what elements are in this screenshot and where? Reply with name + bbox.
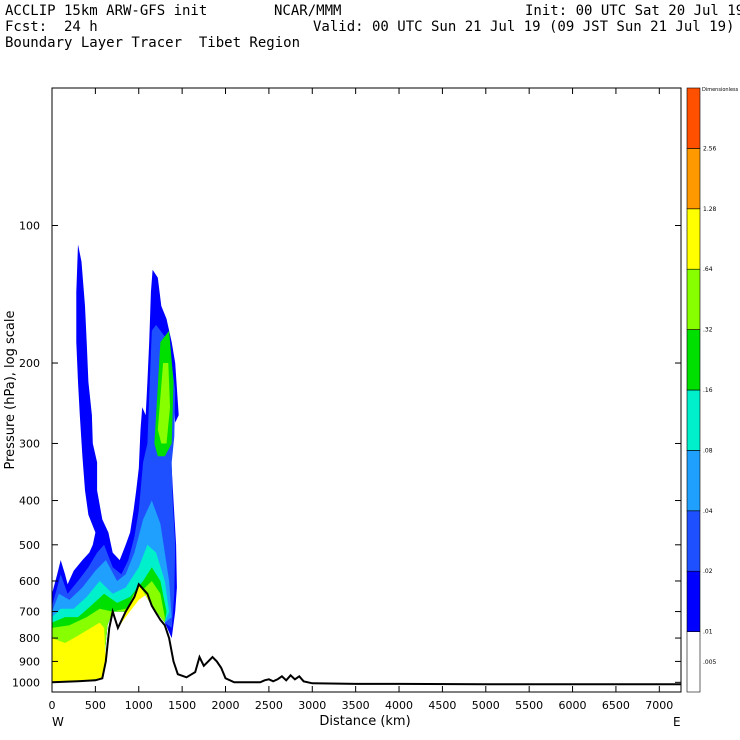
y-tick-label: 500	[19, 539, 40, 552]
x-tick-label: 5000	[472, 699, 500, 712]
y-tick-label: 1000	[12, 676, 40, 689]
colorbar-level-label: .64	[703, 266, 713, 273]
colorbar-swatch	[686, 450, 701, 512]
colorbar: .005 .01 .02 .04 .08 .16 .32 .64 1.28 2.56 Dimensi…	[686, 87, 739, 693]
x-tick-label: 4000	[385, 699, 413, 712]
colorbar-swatch	[686, 148, 701, 210]
colorbar-swatch	[686, 87, 701, 149]
colorbar-swatch	[686, 268, 701, 330]
y-tick-label: 100	[19, 220, 40, 233]
colorbar-swatch	[686, 329, 701, 391]
colorbar-level-label: .08	[703, 447, 713, 454]
x-tick-label: 2500	[255, 699, 283, 712]
y-axis: 100 200 300 400 500 600 700 800 900 1000	[12, 220, 681, 689]
x-tick-label: 1500	[168, 699, 196, 712]
header-model: ACCLIP 15km ARW-GFS init	[5, 3, 208, 19]
colorbar-level-label: .16	[703, 387, 713, 394]
y-tick-label: 800	[19, 632, 40, 645]
colorbar-level-label: .02	[703, 568, 713, 575]
header-org: NCAR/MMM	[274, 3, 342, 19]
colorbar-swatch	[686, 208, 701, 270]
x-tick-label: 7000	[645, 699, 673, 712]
colorbar-level-label: 2.56	[703, 145, 717, 152]
y-axis-label: Pressure (hPa), log scale	[3, 311, 18, 470]
x-tick-label: 3000	[298, 699, 326, 712]
y-tick-label: 900	[19, 655, 40, 668]
x-tick-label: 5500	[515, 699, 543, 712]
x-tick-label: 1000	[125, 699, 153, 712]
x-tick-label: 6500	[602, 699, 630, 712]
y-tick-label: 200	[19, 357, 40, 370]
x-tick-label: 3500	[342, 699, 370, 712]
y-tick-label: 600	[19, 575, 40, 588]
header-valid: Valid: 00 UTC Sun 21 Jul 19 (09 JST Sun …	[313, 19, 735, 35]
y-tick-label: 700	[19, 606, 40, 619]
tracer-region-6	[52, 622, 106, 683]
x-tick-label: 6000	[559, 699, 587, 712]
header-fcst: Fcst: 24 h	[5, 19, 98, 35]
x-tick-label: 4500	[428, 699, 456, 712]
colorbar-level-label: .005	[703, 659, 717, 666]
tracer-regions	[52, 244, 179, 683]
x-tick-label: 2000	[212, 699, 240, 712]
colorbar-swatch	[686, 510, 701, 572]
colorbar-swatch	[686, 570, 701, 632]
y-tick-label: 400	[19, 495, 40, 508]
x-axis: 0 500 1000 1500 2000 2500 3000 3500 4000 4500 5000…	[49, 88, 673, 712]
colorbar-level-label: .01	[703, 629, 713, 636]
x-end-label-west: W	[52, 715, 64, 729]
x-end-label-east: E	[673, 715, 681, 729]
x-tick-label: 0	[49, 699, 56, 712]
tracer-region-7	[117, 584, 152, 628]
colorbar-level-label: .32	[703, 327, 713, 334]
x-tick-label: 500	[85, 699, 106, 712]
header-init: Init: 00 UTC Sat 20 Jul 19	[525, 3, 740, 19]
tracer-region-9	[157, 363, 170, 444]
terrain-line	[51, 582, 681, 686]
colorbar-swatch	[686, 389, 701, 451]
colorbar-level-label: .04	[703, 508, 713, 515]
colorbar-level-label: 1.28	[703, 206, 717, 213]
plot-frame	[51, 87, 682, 693]
colorbar-swatch	[686, 631, 701, 693]
y-tick-label: 300	[19, 437, 40, 450]
header-field: Boundary Layer Tracer Tibet Region	[5, 35, 301, 51]
x-axis-label: Distance (km)	[319, 714, 410, 729]
colorbar-title: Dimensionless	[702, 87, 739, 93]
